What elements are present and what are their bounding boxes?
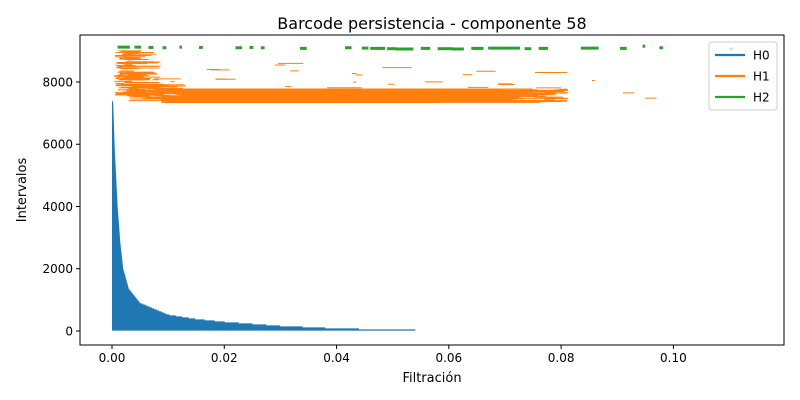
series-h2 — [117, 44, 734, 51]
series-h1 — [114, 50, 657, 104]
x-tick-label: 0.04 — [323, 351, 350, 365]
chart-title: Barcode persistencia - componente 58 — [277, 14, 586, 33]
axes-frame — [79, 34, 785, 346]
x-tick-label: 0.08 — [548, 351, 575, 365]
h1-bars — [114, 50, 657, 104]
x-axis-label: Filtración — [402, 371, 461, 386]
x-tick-label: 0.02 — [211, 351, 238, 365]
y-tick-label: 8000 — [42, 75, 73, 89]
x-axis: 0.00 0.02 0.04 0.06 0.08 0.10 — [99, 345, 687, 365]
y-tick-label: 4000 — [42, 200, 73, 214]
x-tick-label: 0.00 — [99, 351, 126, 365]
h0-bars — [112, 100, 416, 331]
y-tick-label: 0 — [65, 324, 73, 338]
y-axis-label: Intervalos — [15, 158, 30, 223]
y-axis: 0 2000 4000 6000 8000 — [42, 75, 80, 338]
plot-area — [112, 44, 734, 331]
legend-label-h2: H2 — [753, 91, 770, 105]
legend-label-h0: H0 — [753, 49, 770, 63]
series-h0 — [112, 100, 416, 331]
legend-label-h1: H1 — [753, 70, 770, 84]
x-tick-label: 0.06 — [435, 351, 462, 365]
y-tick-label: 2000 — [42, 262, 73, 276]
legend: H0 H1 H2 — [708, 41, 778, 111]
x-tick-label: 0.10 — [660, 351, 687, 365]
y-tick-label: 6000 — [42, 138, 73, 152]
